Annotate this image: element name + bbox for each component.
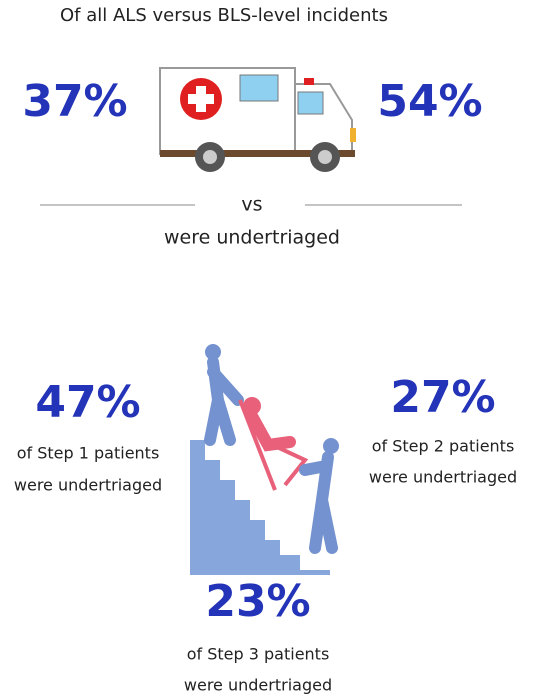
step2-percent: 27%: [390, 372, 495, 423]
step1-caption: of Step 1 patients: [17, 444, 160, 463]
ambulance: [160, 68, 356, 172]
step3-percent: 23%: [205, 576, 310, 627]
title: Of all ALS versus BLS-level incidents: [60, 5, 388, 26]
step2-caption: were undertriaged: [369, 468, 517, 487]
step2-caption: of Step 2 patients: [372, 437, 515, 456]
step1-caption: were undertriaged: [14, 476, 162, 495]
vs: vs: [241, 194, 262, 216]
infographic: Of all ALS versus BLS-level incidents 37…: [0, 0, 548, 698]
bls-percent: 54%: [377, 76, 482, 127]
step1-percent: 47%: [35, 377, 140, 428]
stairs-illustration: [190, 344, 339, 575]
page: Of all ALS versus BLS-level incidents 37…: [0, 0, 548, 698]
step3-caption: of Step 3 patients: [187, 645, 330, 664]
comparison-caption: were undertriaged: [164, 227, 340, 249]
als-percent: 37%: [22, 76, 127, 127]
step3-caption: were undertriaged: [184, 676, 332, 695]
